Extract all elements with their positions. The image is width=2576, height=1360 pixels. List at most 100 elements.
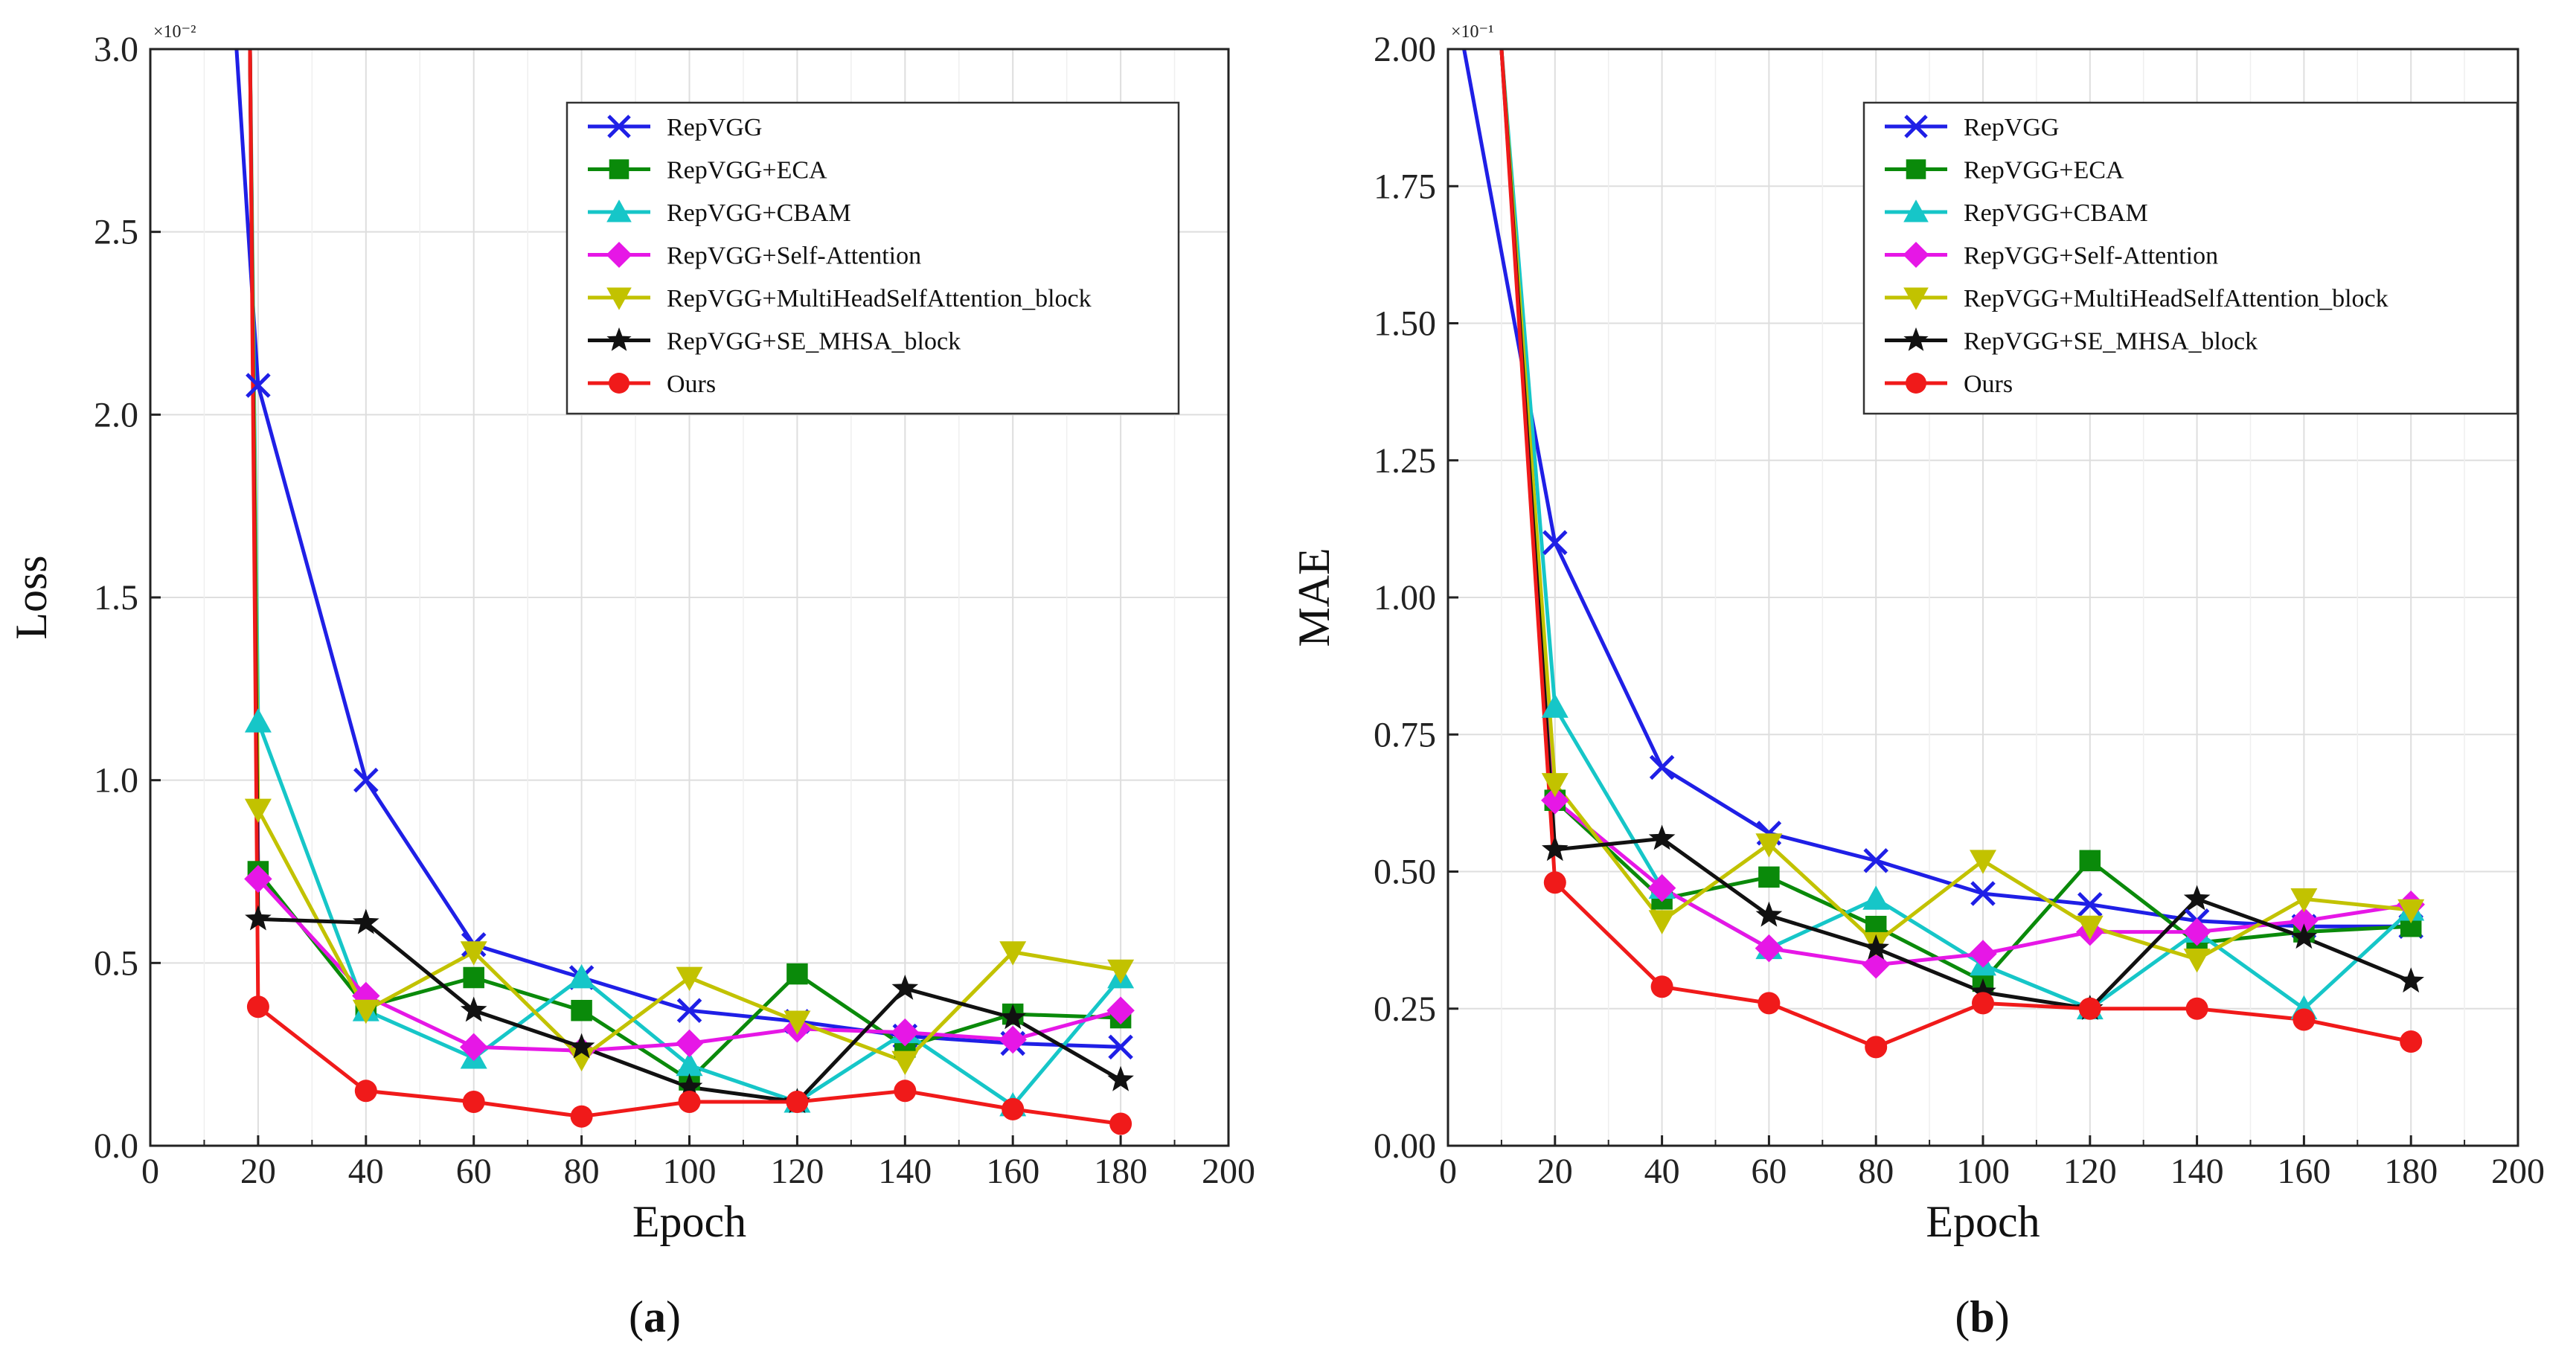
x-tick-label: 20 xyxy=(240,1152,276,1191)
series-repvgg-cbam xyxy=(1499,49,2412,1011)
data-point xyxy=(570,1105,593,1128)
data-point xyxy=(463,966,484,989)
data-point xyxy=(1970,881,1996,906)
legend-swatch-marker xyxy=(1904,115,1928,138)
data-point xyxy=(244,865,272,894)
legend-item: RepVGG+SE_MHSA_block xyxy=(1885,327,2258,356)
legend-item: RepVGG+CBAM xyxy=(1885,199,2148,227)
legend-item: RepVGG+MultiHeadSelfAttention_block xyxy=(588,285,1092,312)
x-tick-label: 100 xyxy=(663,1152,717,1191)
legend-swatch-marker xyxy=(1906,159,1926,179)
series-repvgg-multiheadselfattention-block xyxy=(1499,49,2412,961)
y-tick-label: 1.75 xyxy=(1374,167,1436,206)
data-point xyxy=(1862,885,1890,910)
data-point xyxy=(2076,915,2104,940)
y-tick-label: 2.0 xyxy=(94,395,138,434)
data-point xyxy=(786,963,808,985)
data-point xyxy=(1106,996,1135,1024)
series-markers xyxy=(244,798,1135,1075)
data-point xyxy=(1002,1097,1025,1120)
x-tick-label: 120 xyxy=(2063,1152,2117,1191)
data-point xyxy=(1542,530,1568,556)
data-point xyxy=(1865,1036,1888,1059)
data-point xyxy=(246,373,271,398)
legend-item: RepVGG+Self-Attention xyxy=(588,242,921,270)
x-tick-label: 20 xyxy=(1537,1152,1573,1191)
caption-close: ) xyxy=(666,1292,681,1341)
legend-item: RepVGG+MultiHeadSelfAttention_block xyxy=(1885,285,2388,312)
data-point xyxy=(1107,959,1135,984)
x-tick-label: 60 xyxy=(456,1152,492,1191)
data-point xyxy=(459,1033,488,1062)
data-point xyxy=(1109,1112,1132,1135)
x-tick-label: 160 xyxy=(986,1152,1039,1191)
series-line xyxy=(1499,49,2412,1011)
data-point xyxy=(999,941,1027,966)
data-point xyxy=(352,999,379,1024)
legend-label: RepVGG+Self-Attention xyxy=(1964,243,2218,270)
x-tick-label: 140 xyxy=(878,1152,932,1191)
data-point xyxy=(678,1091,701,1114)
series-line xyxy=(1499,49,2412,1011)
series-line xyxy=(248,49,1123,1108)
legend-label: RepVGG xyxy=(1964,114,2059,141)
y-tick-label: 1.5 xyxy=(94,578,138,618)
y-axis: 0.0 0.5 1.0 1.5 2.0 2.5 3.0 xyxy=(94,30,161,1166)
x-axis-title: Epoch xyxy=(1926,1197,2040,1246)
data-point xyxy=(2182,917,2211,946)
legend-box xyxy=(565,101,1180,415)
series-line xyxy=(1499,49,2412,1049)
panel-caption: (b) xyxy=(1955,1292,2009,1341)
series-repvgg-cbam xyxy=(248,49,1123,1108)
data-point xyxy=(1755,934,1784,963)
data-point xyxy=(460,996,487,1022)
y-tick-label: 1.50 xyxy=(1374,304,1436,344)
legend-label: RepVGG+MultiHeadSelfAttention_block xyxy=(1964,285,2388,312)
legend-item: RepVGG xyxy=(1885,114,2059,141)
data-point xyxy=(1972,992,1994,1015)
legend-label: RepVGG xyxy=(667,114,762,141)
x-tick-label: 0 xyxy=(1439,1152,1457,1191)
data-point xyxy=(999,1025,1027,1054)
x-axis-title: Epoch xyxy=(632,1197,746,1246)
legend-swatch-marker xyxy=(1903,199,1929,222)
series-ours xyxy=(1499,49,2412,1049)
data-point xyxy=(999,1004,1026,1030)
x-tick-label: 80 xyxy=(1858,1152,1894,1191)
x-tick-label: 100 xyxy=(1956,1152,2010,1191)
caption-open: ( xyxy=(1955,1292,1970,1341)
legend-label: RepVGG+ECA xyxy=(1964,157,2124,185)
data-point xyxy=(2077,891,2103,917)
legend-swatch-marker xyxy=(1906,373,1926,394)
data-point xyxy=(354,1080,377,1103)
series-markers xyxy=(1541,786,2425,979)
y-axis-title: MAE xyxy=(1289,548,1339,647)
data-point xyxy=(784,1010,811,1035)
data-point xyxy=(244,708,272,733)
series-line xyxy=(248,49,1121,1053)
x-tick-label: 200 xyxy=(2491,1152,2545,1191)
data-point xyxy=(1970,978,1996,1004)
legend-swatch-marker xyxy=(609,159,629,179)
y-tick-label: 0.0 xyxy=(94,1126,138,1166)
y-tick-label: 3.0 xyxy=(94,30,138,69)
legend: RepVGG RepVGG+ECA RepVGG+CBAM RepVGG+Self-A… xyxy=(565,101,1180,415)
data-point xyxy=(675,1029,704,1058)
y-multiplier: ×10⁻² xyxy=(153,22,196,42)
series-markers xyxy=(246,995,1132,1135)
data-point xyxy=(460,941,487,966)
data-point xyxy=(676,998,702,1023)
data-point xyxy=(246,995,269,1019)
series-repvgg-self-attention xyxy=(248,49,1121,1053)
data-point xyxy=(1108,1034,1133,1060)
data-point xyxy=(1543,871,1566,894)
x-tick-label: 0 xyxy=(141,1152,159,1191)
legend-item: Ours xyxy=(588,371,716,398)
legend-label: RepVGG+CBAM xyxy=(1964,199,2148,227)
series-markers xyxy=(1543,871,2423,1059)
x-tick-label: 180 xyxy=(2384,1152,2438,1191)
legend-swatch-marker xyxy=(606,242,632,268)
x-tick-label: 140 xyxy=(2170,1152,2224,1191)
legend-label: RepVGG+Self-Attention xyxy=(667,243,921,270)
